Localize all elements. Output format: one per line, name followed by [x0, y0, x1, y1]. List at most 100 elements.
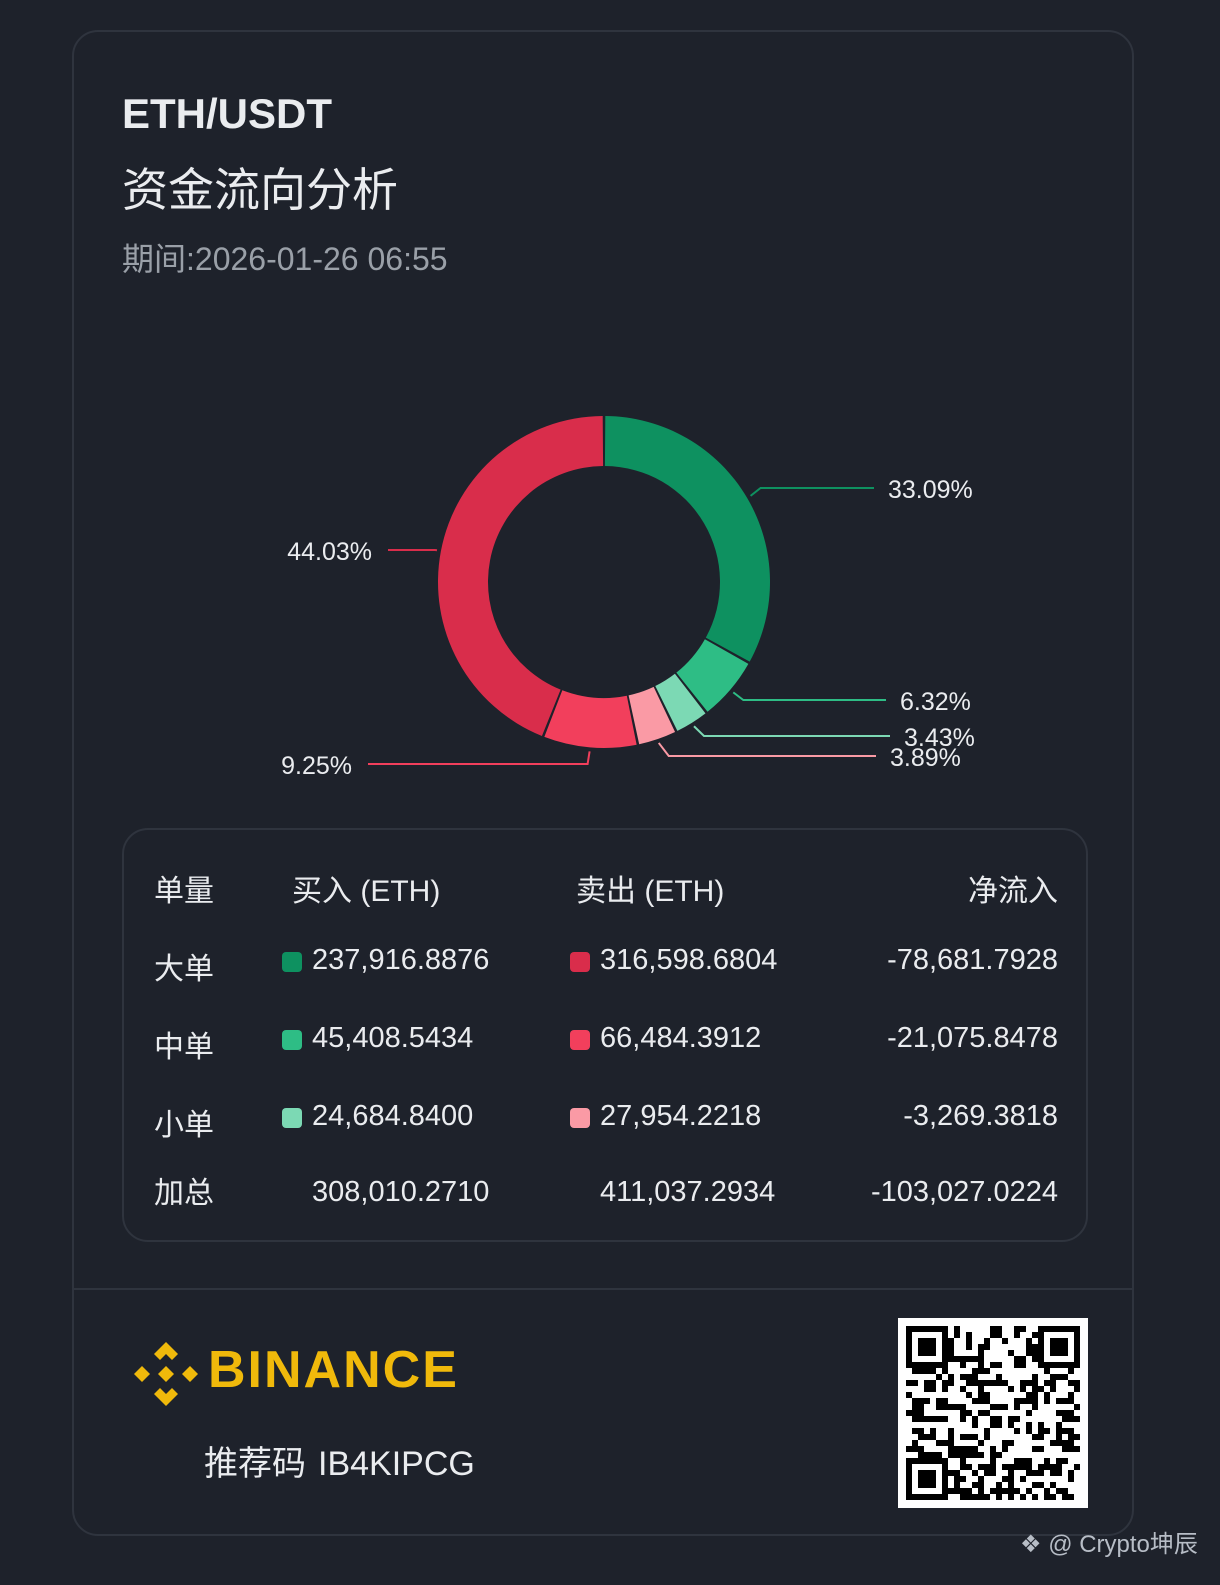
qr-module: [1068, 1476, 1074, 1482]
qr-module: [1008, 1350, 1014, 1356]
qr-module: [912, 1368, 918, 1374]
leader-line-mid-sell: [368, 751, 591, 765]
qr-module: [960, 1476, 966, 1482]
qr-module: [1062, 1494, 1068, 1500]
qr-module: [1020, 1494, 1026, 1500]
qr-module: [948, 1470, 954, 1476]
qr-module: [954, 1332, 960, 1338]
qr-module: [1038, 1464, 1044, 1470]
qr-module: [990, 1332, 996, 1338]
qr-module: [990, 1464, 996, 1470]
flow-table: 单量 买入 (ETH) 卖出 (ETH) 净流入 大单 237,916.8876…: [122, 828, 1088, 1242]
slice-label-big-buy: 33.09%: [888, 476, 973, 504]
qr-module: [1002, 1476, 1008, 1482]
qr-module: [1026, 1422, 1032, 1428]
qr-module: [1032, 1380, 1038, 1386]
qr-module: [1044, 1494, 1050, 1500]
qr-module: [942, 1386, 948, 1392]
qr-code-icon: [898, 1318, 1088, 1508]
qr-module: [1020, 1356, 1026, 1362]
qr-module: [1032, 1494, 1038, 1500]
qr-module: [996, 1416, 1002, 1422]
qr-module: [978, 1476, 984, 1482]
qr-module: [954, 1326, 960, 1332]
qr-finder: [918, 1338, 936, 1356]
slice-small-sell: [628, 686, 676, 745]
qr-module: [978, 1398, 984, 1404]
qr-module: [996, 1482, 1002, 1488]
qr-module: [924, 1398, 930, 1404]
qr-module: [1056, 1488, 1062, 1494]
qr-module: [924, 1386, 930, 1392]
qr-module: [972, 1470, 978, 1476]
qr-module: [1014, 1404, 1020, 1410]
qr-module: [1062, 1398, 1068, 1404]
qr-module: [1020, 1326, 1026, 1332]
watermark: ❖ @ Crypto坤辰: [1020, 1524, 1198, 1559]
qr-module: [1050, 1482, 1056, 1488]
qr-module: [942, 1368, 948, 1374]
qr-module: [1002, 1380, 1008, 1386]
qr-module: [918, 1452, 924, 1458]
qr-module: [1050, 1494, 1056, 1500]
qr-module: [972, 1356, 978, 1362]
qr-module: [930, 1428, 936, 1434]
qr-module: [1020, 1398, 1026, 1404]
qr-module: [966, 1356, 972, 1362]
qr-module: [948, 1452, 954, 1458]
page-title: 资金流向分析: [122, 164, 398, 216]
qr-module: [948, 1338, 954, 1344]
qr-module: [978, 1368, 984, 1374]
qr-module: [990, 1326, 996, 1332]
qr-module: [1044, 1458, 1050, 1464]
qr-module: [936, 1416, 942, 1422]
qr-module: [1026, 1398, 1032, 1404]
qr-module: [990, 1422, 996, 1428]
referral-code: IB4KIPCG: [318, 1445, 475, 1483]
qr-module: [990, 1416, 996, 1422]
qr-module: [1068, 1368, 1074, 1374]
qr-module: [1062, 1458, 1068, 1464]
qr-module: [1032, 1332, 1038, 1338]
qr-module: [1044, 1392, 1050, 1398]
qr-module: [942, 1398, 948, 1404]
qr-module: [1032, 1482, 1038, 1488]
qr-module: [972, 1494, 978, 1500]
qr-module: [948, 1380, 954, 1386]
qr-module: [1050, 1470, 1056, 1476]
qr-module: [906, 1446, 912, 1452]
qr-module: [1074, 1380, 1080, 1386]
qr-module: [906, 1410, 912, 1416]
qr-module: [978, 1392, 984, 1398]
qr-module: [984, 1392, 990, 1398]
qr-module: [1068, 1380, 1074, 1386]
qr-module: [1008, 1482, 1014, 1488]
qr-module: [1074, 1386, 1080, 1392]
qr-module: [966, 1446, 972, 1452]
qr-module: [990, 1404, 996, 1410]
qr-module: [996, 1362, 1002, 1368]
qr-module: [966, 1488, 972, 1494]
qr-module: [966, 1332, 972, 1338]
qr-module: [1068, 1428, 1074, 1434]
leader-line-small-sell: [657, 742, 876, 757]
small-sell-value: 27,954.2218: [600, 1100, 762, 1132]
qr-module: [1014, 1488, 1020, 1494]
qr-module: [990, 1470, 996, 1476]
qr-module: [966, 1344, 972, 1350]
header-size: 单量: [154, 875, 214, 908]
qr-module: [942, 1404, 948, 1410]
qr-module: [960, 1488, 966, 1494]
qr-module: [912, 1380, 918, 1386]
qr-module: [912, 1446, 918, 1452]
qr-module: [966, 1380, 972, 1386]
qr-module: [918, 1368, 924, 1374]
qr-module: [942, 1416, 948, 1422]
qr-module: [990, 1446, 996, 1452]
small-net-value: -3,269.3818: [903, 1100, 1058, 1132]
qr-module: [978, 1380, 984, 1386]
qr-module: [1026, 1458, 1032, 1464]
qr-module: [1068, 1416, 1074, 1422]
qr-module: [1014, 1416, 1020, 1422]
leader-line-small-buy: [693, 725, 890, 737]
